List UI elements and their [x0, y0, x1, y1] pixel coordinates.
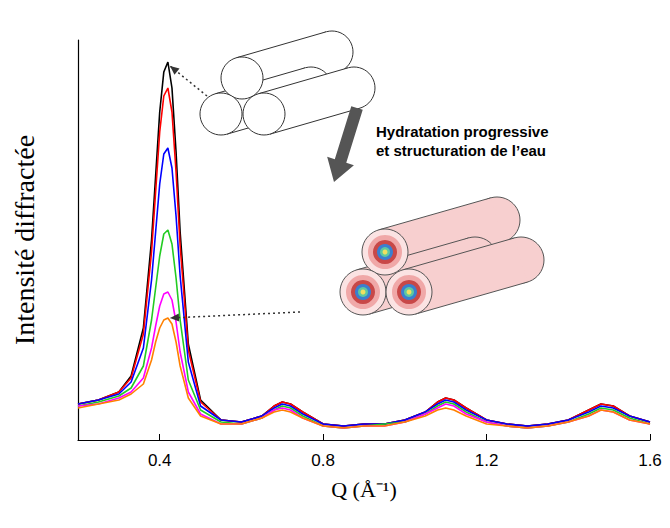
svg-text:1.6: 1.6 — [638, 451, 662, 470]
svg-text:et structuration de l’eau: et structuration de l’eau — [376, 142, 546, 159]
svg-text:Hydratation progressive: Hydratation progressive — [376, 123, 549, 140]
svg-text:Intensité diffractée: Intensité diffractée — [9, 135, 40, 345]
svg-text:Q (Å⁻¹): Q (Å⁻¹) — [331, 477, 397, 502]
svg-text:0.8: 0.8 — [311, 451, 335, 470]
svg-text:1.2: 1.2 — [475, 451, 499, 470]
svg-text:0.4: 0.4 — [148, 451, 172, 470]
